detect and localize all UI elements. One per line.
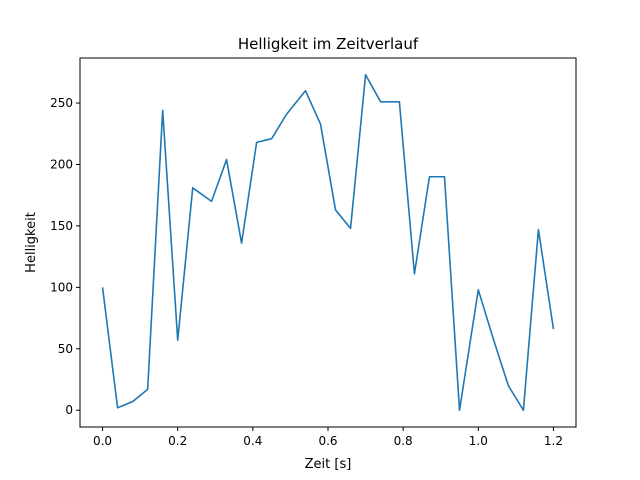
x-axis-label: Zeit [s]	[305, 457, 352, 472]
y-axis-ticks: 0 50 100 150 200 250	[50, 96, 80, 417]
y-axis-label: Helligkeit	[24, 212, 39, 273]
x-tick-label: 0.2	[168, 434, 187, 448]
y-tick-label: 200	[50, 157, 73, 171]
plot-area	[80, 58, 576, 427]
chart-title: Helligkeit im Zeitverlauf	[238, 35, 419, 53]
x-axis-ticks: 0.0 0.2 0.4 0.6 0.8 1.0 1.2	[93, 427, 563, 448]
series-line-0	[101, 73, 555, 412]
x-tick-label: 1.2	[544, 434, 563, 448]
x-tick-label: 0.8	[394, 434, 413, 448]
y-tick-label: 50	[58, 342, 73, 356]
x-tick-label: 0.0	[93, 434, 112, 448]
x-tick-label: 0.6	[318, 434, 337, 448]
series-layer	[101, 73, 555, 412]
axes-background	[80, 58, 576, 427]
y-tick-label: 100	[50, 280, 73, 294]
x-tick-label: 1.0	[469, 434, 488, 448]
axes-frame	[79, 57, 577, 428]
y-tick-label: 150	[50, 219, 73, 233]
x-tick-label: 0.4	[243, 434, 262, 448]
y-tick-label: 0	[65, 403, 73, 417]
y-tick-label: 250	[50, 96, 73, 110]
